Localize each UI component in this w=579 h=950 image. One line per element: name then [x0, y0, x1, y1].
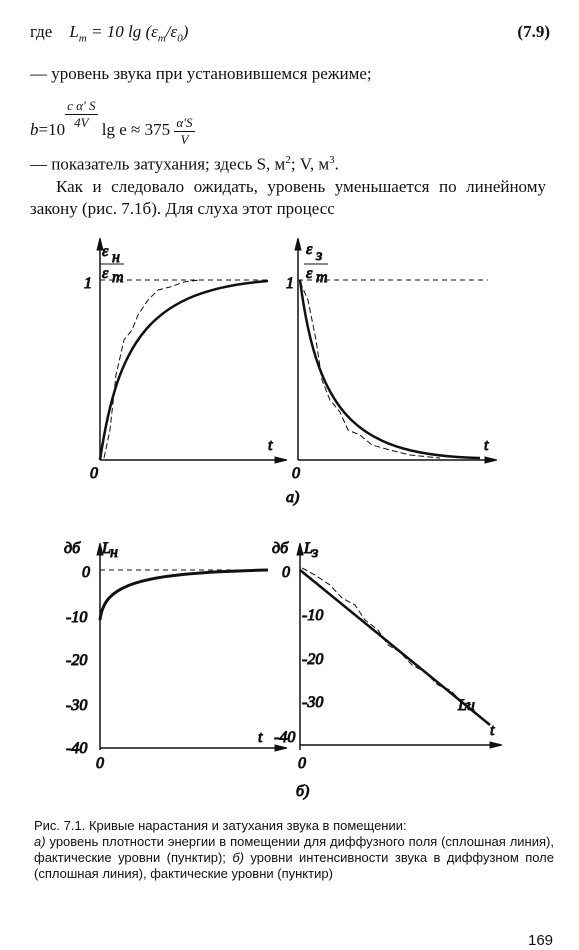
- y-tick-label: -30: [66, 697, 87, 714]
- measured-curve: [301, 567, 473, 706]
- y-label: ε: [306, 265, 313, 282]
- caption-label: а): [34, 834, 46, 849]
- origin-label: 0: [96, 755, 104, 772]
- y-tick-label: -40: [66, 740, 87, 757]
- y-label: з: [311, 544, 318, 561]
- line-label: Lи: [457, 697, 475, 714]
- formula-part: /ε: [165, 22, 178, 41]
- x-label: t: [484, 437, 489, 454]
- curve: [299, 569, 491, 726]
- arrow: [274, 456, 288, 464]
- origin-label: 0: [292, 465, 300, 482]
- panel-label: б): [296, 783, 309, 800]
- y-label: L: [101, 540, 111, 557]
- arrow: [484, 456, 498, 464]
- y-tick-label: -20: [302, 651, 323, 668]
- paragraph: Как и следовало ожидать, уровень уменьша…: [30, 177, 546, 218]
- y-tick-label: 0: [82, 564, 90, 581]
- formula-part: lg e ≈ 375: [101, 120, 171, 139]
- arrow: [274, 744, 288, 752]
- formula-part: b: [30, 120, 39, 139]
- caption-text: уровни интенсивности звука в диффузном п…: [34, 850, 554, 881]
- equation-7-9: где Lm = 10 lg (εm/ε0) (7.9): [30, 22, 550, 44]
- measured-curve: [103, 279, 201, 459]
- curve: [298, 279, 481, 460]
- formula-part: V: [180, 131, 189, 147]
- formula-part: α′S: [174, 114, 195, 132]
- formula-part: =10: [38, 120, 66, 139]
- text: .: [334, 154, 339, 174]
- y-label: L: [303, 540, 313, 557]
- equation-b: b=10 c α′ S 4V lg e ≈ 375 α′S V: [30, 98, 195, 148]
- text: — показатель затухания; здесь S, м: [30, 154, 286, 174]
- text: где: [30, 22, 53, 41]
- y-label: н: [110, 544, 118, 561]
- origin-label: 0: [90, 465, 98, 482]
- y-label: m: [316, 269, 328, 286]
- arrow: [489, 741, 503, 749]
- text-line: — уровень звука при установившемся режим…: [30, 64, 372, 83]
- formula-part: 4V: [74, 115, 89, 130]
- formula-part: = 10 lg (ε: [91, 22, 158, 41]
- arrow: [96, 237, 104, 251]
- y-tick-label: 1: [84, 275, 92, 292]
- fraction: c α′ S 4V: [65, 98, 98, 131]
- y-unit: дб: [272, 540, 289, 557]
- measured-curve: [299, 281, 441, 459]
- text: 2: [285, 154, 291, 166]
- y-tick-label: -10: [302, 607, 323, 624]
- y-label: ε: [102, 243, 109, 260]
- y-tick-label: -10: [66, 609, 87, 626]
- y-label: ε: [102, 265, 109, 282]
- figure: ε н ε m 1 0 t ε з ε m 1 0 t а) дб L н 0 …: [64, 237, 503, 801]
- origin-label: 0: [298, 755, 306, 772]
- text-line: — показатель затухания; здесь S, м2; V, …: [30, 154, 339, 175]
- y-tick-label: -30: [302, 694, 323, 711]
- panel-label: а): [286, 489, 299, 506]
- fraction: α′S V: [174, 114, 195, 148]
- figure-caption: Рис. 7.1. Кривые нарастания и затухания …: [34, 818, 554, 882]
- text: 3: [329, 154, 335, 166]
- arrow: [96, 542, 104, 556]
- formula-part: 0: [177, 32, 183, 45]
- y-label: н: [112, 249, 120, 266]
- formula-part: m: [157, 32, 166, 45]
- formula-part: ): [182, 22, 189, 41]
- text: ; V, м: [290, 154, 330, 174]
- y-unit: дб: [64, 540, 81, 557]
- caption-text: уровень плотности энергии в помещении дл…: [34, 834, 554, 865]
- y-tick-label: -20: [66, 652, 87, 669]
- caption-title: Рис. 7.1. Кривые нарастания и затухания …: [34, 818, 407, 833]
- x-label: t: [258, 729, 263, 746]
- equation-number: (7.9): [517, 22, 550, 41]
- curve: [98, 568, 269, 621]
- y-label: m: [112, 269, 124, 286]
- formula-part: m: [78, 32, 87, 45]
- page-number: 169: [528, 932, 554, 949]
- y-tick-label: 0: [282, 564, 290, 581]
- y-tick-label: -40: [274, 729, 295, 746]
- x-label: t: [490, 722, 495, 739]
- formula: Lm = 10 lg (εm/ε0): [69, 22, 189, 45]
- formula-part: L: [69, 22, 79, 41]
- arrow: [294, 237, 302, 251]
- caption-label: б): [232, 850, 244, 865]
- arrow: [296, 542, 304, 556]
- formula-part: c α′ S: [65, 98, 98, 115]
- y-tick-label: 1: [286, 275, 294, 292]
- x-label: t: [268, 437, 273, 454]
- curve: [98, 279, 269, 461]
- y-label: з: [315, 247, 322, 264]
- y-label: ε: [306, 241, 313, 258]
